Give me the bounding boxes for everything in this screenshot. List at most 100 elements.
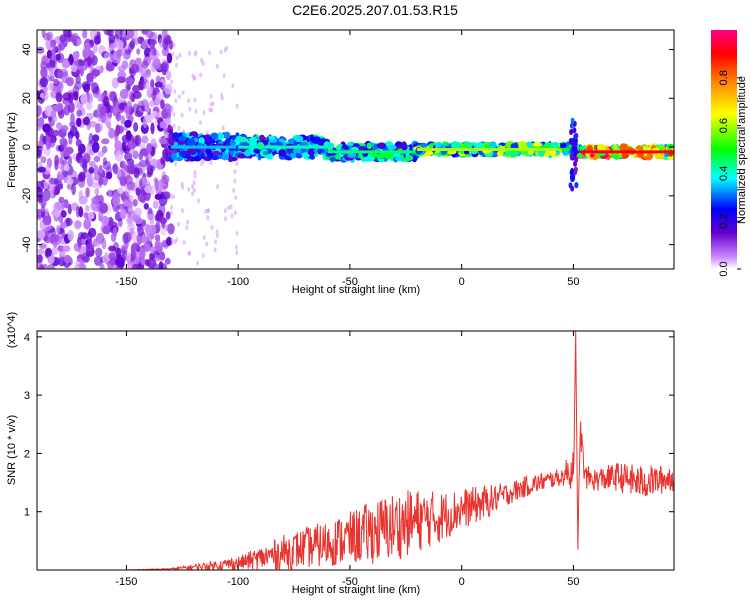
band-cell [173, 141, 179, 147]
noise-blob [136, 233, 143, 245]
noise-blob [114, 30, 123, 39]
noise-blob [198, 120, 202, 126]
noise-blob [50, 110, 57, 119]
noise-blob [108, 127, 115, 139]
noise-blob [120, 115, 126, 125]
y-tick-label: 0 [21, 144, 33, 150]
band-cell [294, 135, 304, 143]
noise-blob [192, 187, 196, 193]
noise-blob [221, 125, 225, 131]
noise-blob [172, 42, 176, 48]
band-cell [290, 152, 296, 159]
noise-blob [193, 75, 197, 81]
noise-blob [141, 135, 149, 144]
noise-blob [42, 181, 49, 189]
noise-blob [160, 99, 165, 110]
noise-blob [188, 106, 192, 112]
noise-blob [133, 122, 139, 132]
noise-blob [93, 256, 103, 266]
noise-blob [169, 193, 173, 199]
noise-blob [84, 204, 90, 212]
noise-blob [65, 217, 71, 227]
noise-blob [86, 72, 94, 83]
noise-blob [40, 156, 47, 164]
noise-blob [233, 169, 237, 175]
noise-blob [74, 80, 82, 90]
noise-blob [159, 121, 167, 129]
snr-x-axis: -150 -100 -50 0 50 [115, 331, 580, 588]
noise-blob [55, 102, 64, 112]
colorbar-axis: 0.0 0.2 0.4 0.6 0.8 [718, 70, 741, 277]
noise-blob [163, 83, 173, 95]
noise-blob [143, 203, 149, 210]
noise-blob [144, 185, 153, 194]
noise-blob [127, 205, 134, 214]
band-cell [347, 152, 357, 158]
noise-blob [182, 239, 186, 245]
noise-blob [60, 143, 67, 152]
snr-line-plot [37, 331, 674, 570]
noise-blob [55, 180, 64, 189]
noise-blob [166, 52, 173, 64]
noise-blob [85, 243, 95, 252]
noise-blob [103, 51, 113, 62]
noise-blob [121, 60, 129, 70]
noise-blob [149, 31, 158, 42]
noise-blob [40, 205, 46, 217]
y-tick-label: 3 [24, 390, 30, 402]
noise-blob [202, 235, 206, 241]
noise-blob [162, 149, 169, 159]
noise-blob [56, 224, 61, 234]
noise-blob [63, 149, 70, 157]
noise-blob [160, 227, 167, 236]
noise-blob [227, 205, 231, 211]
noise-blob [186, 219, 190, 225]
noise-blob [115, 257, 125, 268]
noise-blob [53, 208, 61, 218]
noise-blob [201, 158, 205, 164]
noise-blob [165, 70, 172, 81]
noise-blob [139, 247, 146, 259]
noise-blob [49, 67, 54, 76]
noise-blob [141, 30, 149, 35]
x-tick-label: 50 [567, 276, 579, 288]
noise-blob [147, 164, 154, 176]
noise-blob [165, 224, 172, 232]
noise-blob [108, 43, 114, 53]
x-tick-label: -150 [115, 576, 137, 588]
y-tick-label: 40 [21, 43, 33, 55]
noise-blob [48, 82, 54, 92]
noise-blob [142, 72, 152, 79]
noise-blob [91, 141, 100, 153]
noise-blob [147, 207, 153, 215]
band-cell [577, 152, 583, 159]
colorbar-tick-label: 0.2 [718, 214, 730, 229]
noise-blob [68, 135, 73, 145]
colorbar-label: Normalized spectral amplitude [736, 76, 748, 224]
band-cell [178, 136, 187, 142]
noise-blob [62, 245, 71, 252]
noise-blob [171, 51, 175, 57]
band-cell [589, 153, 595, 158]
noise-blob [214, 239, 218, 245]
noise-blob [125, 130, 132, 141]
noise-blob [132, 84, 140, 93]
noise-blob [201, 61, 205, 66]
noise-blob [49, 43, 58, 53]
noise-blob [229, 204, 233, 210]
noise-blob [134, 217, 143, 225]
noise-blob [112, 226, 118, 237]
spike-cell [570, 117, 575, 124]
noise-blob [225, 45, 229, 51]
noise-blob [172, 123, 176, 129]
noise-blob [181, 208, 184, 214]
noise-blob [119, 208, 127, 220]
noise-blob [172, 111, 176, 117]
noise-blob [70, 112, 75, 125]
noise-blob [131, 263, 140, 269]
noise-blob [99, 106, 107, 116]
noise-blob [132, 150, 139, 160]
noise-blob [194, 108, 198, 114]
noise-blob [154, 240, 160, 250]
noise-blob [76, 109, 82, 117]
